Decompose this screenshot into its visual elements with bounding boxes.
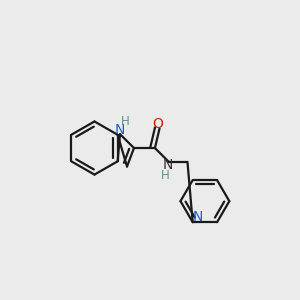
Text: H: H [160,169,169,182]
Text: H: H [121,115,130,128]
Text: N: N [193,210,203,224]
Text: N: N [163,158,173,172]
Text: O: O [152,117,164,131]
Text: N: N [115,123,125,136]
